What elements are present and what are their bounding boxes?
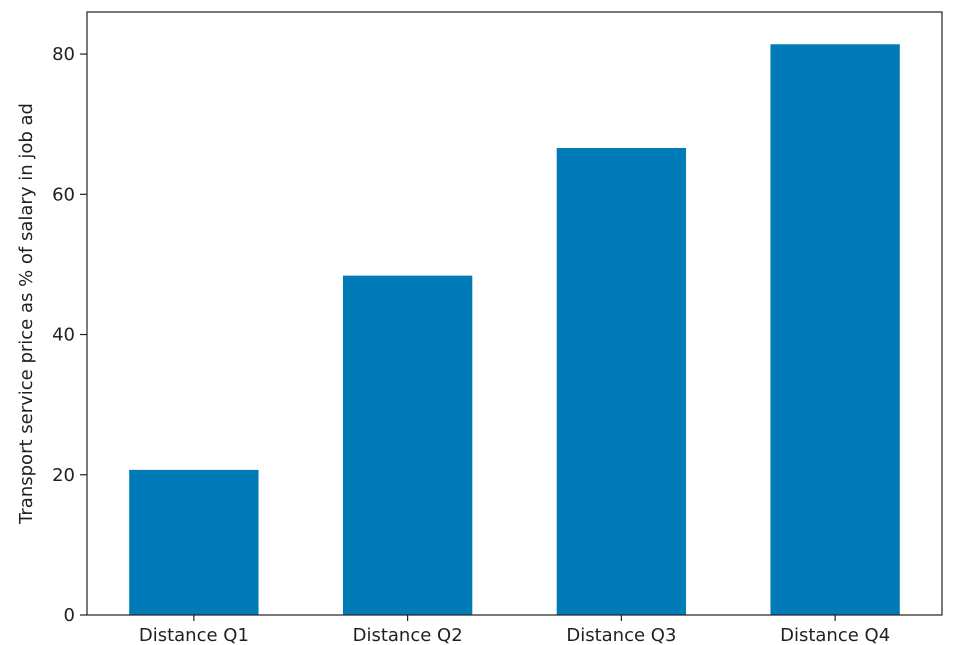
bar-4 bbox=[770, 44, 900, 616]
bars-group bbox=[129, 44, 900, 616]
bar-1 bbox=[129, 469, 259, 615]
x-tick-label: Distance Q4 bbox=[780, 625, 890, 645]
y-tick-label: 60 bbox=[52, 184, 75, 205]
plot-frame bbox=[86, 11, 943, 616]
y-axis-ticks: 0 20 40 60 80 bbox=[52, 44, 87, 626]
y-tick-label: 20 bbox=[52, 465, 75, 486]
x-axis-ticks: Distance Q1 Distance Q2 Distance Q3 Distanc… bbox=[139, 615, 890, 645]
x-tick-label: Distance Q3 bbox=[566, 625, 676, 645]
bar-2 bbox=[342, 275, 473, 615]
y-tick-label: 40 bbox=[52, 325, 75, 346]
x-tick-label: Distance Q1 bbox=[139, 625, 249, 645]
y-tick-label: 0 bbox=[64, 605, 75, 626]
y-tick-label: 80 bbox=[52, 44, 75, 65]
x-tick-label: Distance Q2 bbox=[353, 625, 463, 645]
bar-3 bbox=[556, 148, 687, 615]
y-axis-label: Transport service price as % of salary i… bbox=[16, 103, 37, 525]
